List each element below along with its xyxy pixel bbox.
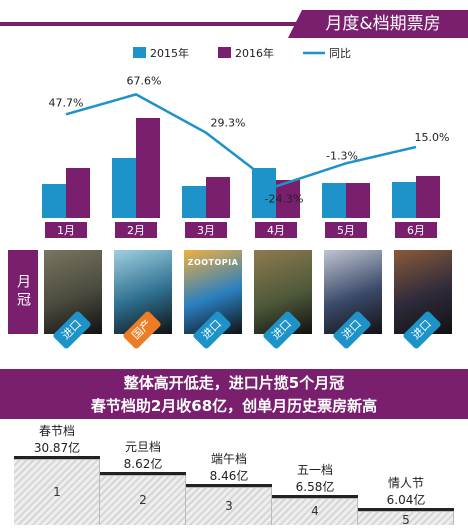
category-box xyxy=(115,222,157,238)
podium-block xyxy=(358,511,454,525)
holiday-value: 6.04亿 xyxy=(386,493,426,507)
summary-banner: 整体高开低走，进口片揽5个月冠 春节档助2月收68亿，创单月历史票房新高 xyxy=(0,369,468,419)
summary-line-1: 整体高开低走，进口片揽5个月冠 xyxy=(123,374,345,392)
category-box xyxy=(255,222,297,238)
category-box xyxy=(395,222,437,238)
category-label: 3月 xyxy=(197,224,215,237)
holiday-value: 30.87亿 xyxy=(33,441,81,455)
rank-number: 3 xyxy=(225,498,233,513)
monthly-champion-posters: 月冠 进口 国产 ZOOTOPIA 进口 进口 进口 进口 xyxy=(0,250,468,350)
holiday-name: 五一档 xyxy=(296,463,333,477)
podium-block xyxy=(186,487,272,525)
rank-number: 2 xyxy=(139,492,147,507)
title-band: 月度&档期票房 xyxy=(0,10,468,38)
poster-title: ZOOTOPIA xyxy=(187,258,239,267)
category-label: 1月 xyxy=(57,224,75,237)
podium-top xyxy=(100,472,186,475)
holiday-name: 情人节 xyxy=(387,476,424,490)
movie-poster: ZOOTOPIA xyxy=(184,250,242,334)
bar-2015 xyxy=(42,184,66,218)
bar-2016 xyxy=(416,176,440,218)
legend-label-2016: 2016年 xyxy=(235,46,274,60)
category-box xyxy=(185,222,227,238)
category-box xyxy=(325,222,367,238)
legend-swatch-2016 xyxy=(218,47,231,58)
yoy-label: 29.3% xyxy=(211,117,246,130)
legend-swatch-2015 xyxy=(133,47,146,58)
bar-2015 xyxy=(112,158,136,218)
monthly-box-office-chart: 2015年 2016年 同比 1月 2月 3月 4月 5月 6月 47.7% 67.6% 29.3% -… xyxy=(42,46,450,238)
category-label: 2月 xyxy=(127,224,145,237)
podium-block xyxy=(272,498,358,525)
bar-2016 xyxy=(346,183,370,218)
podium-top xyxy=(186,484,272,487)
yoy-label: 67.6% xyxy=(127,74,162,87)
bar-2016 xyxy=(136,118,160,218)
bar-2015 xyxy=(392,182,416,218)
rank-number: 5 xyxy=(402,513,410,527)
bar-2015 xyxy=(322,183,346,218)
holiday-name: 端午档 xyxy=(210,452,247,466)
podium-top xyxy=(272,495,358,498)
bar-2015 xyxy=(182,186,206,218)
bar-2016 xyxy=(206,177,230,218)
yoy-label: -1.3% xyxy=(326,149,358,162)
page-title: 月度&档期票房 xyxy=(288,10,468,38)
holiday-value: 8.46亿 xyxy=(209,469,249,483)
category-label: 5月 xyxy=(337,224,355,237)
holiday-value: 6.58亿 xyxy=(295,480,335,494)
yoy-label: -24.3% xyxy=(265,192,304,205)
podium-block xyxy=(100,475,186,525)
bar-2016 xyxy=(276,180,300,218)
legend-label-2015: 2015年 xyxy=(150,46,189,60)
holiday-name: 元旦档 xyxy=(124,440,161,454)
category-box xyxy=(45,222,87,238)
summary-line-2: 春节档助2月收68亿，创单月历史票房新高 xyxy=(90,397,378,415)
legend-label-yoy: 同比 xyxy=(329,47,351,60)
title-rule xyxy=(0,22,298,26)
podium-top xyxy=(358,508,454,511)
yoy-label: 15.0% xyxy=(415,131,450,144)
monthly-champion-label: 月冠 xyxy=(8,250,38,334)
yoy-label: 47.7% xyxy=(49,96,84,109)
holiday-value: 8.62亿 xyxy=(123,457,163,471)
rank-number: 1 xyxy=(53,484,61,499)
podium-top xyxy=(14,456,100,459)
holiday-name: 春节档 xyxy=(38,424,75,438)
category-label: 6月 xyxy=(407,224,425,237)
category-label: 4月 xyxy=(267,224,285,237)
yoy-line xyxy=(65,93,417,188)
bar-2016 xyxy=(66,168,90,218)
podium-block xyxy=(14,459,100,525)
rank-number: 4 xyxy=(311,504,319,518)
